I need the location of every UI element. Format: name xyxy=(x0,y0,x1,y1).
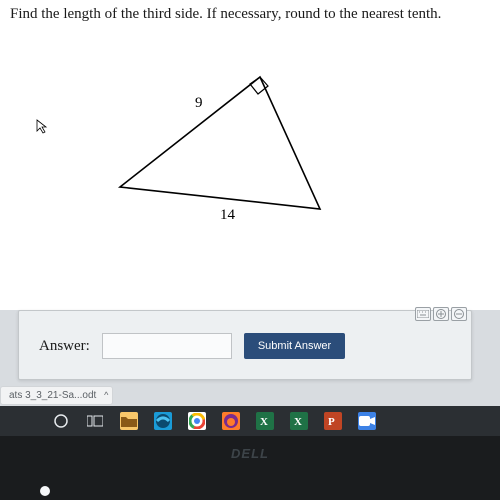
minus-icon[interactable] xyxy=(451,307,467,321)
file-explorer-icon[interactable] xyxy=(120,412,138,430)
plus-icon[interactable] xyxy=(433,307,449,321)
excel-icon[interactable]: X xyxy=(256,412,274,430)
zoom-icon[interactable] xyxy=(358,412,376,430)
edge-icon[interactable] xyxy=(154,412,172,430)
cursor-icon xyxy=(36,119,48,139)
excel-2-icon[interactable]: X xyxy=(290,412,308,430)
keyboard-icon[interactable] xyxy=(415,307,431,321)
diagram: 9 14 xyxy=(0,29,500,259)
svg-text:14: 14 xyxy=(220,207,236,223)
svg-text:9: 9 xyxy=(195,95,203,111)
download-chip[interactable]: ats 3_3_21-Sa...odt xyxy=(0,386,113,405)
home-indicator xyxy=(40,486,50,496)
submit-answer-button[interactable]: Submit Answer xyxy=(244,333,345,359)
download-filename: ats 3_3_21-Sa...odt xyxy=(9,390,96,401)
answer-panel-tools xyxy=(415,307,467,321)
task-view-icon[interactable] xyxy=(86,412,104,430)
firefox-icon[interactable] xyxy=(222,412,240,430)
cortana-circle-icon[interactable] xyxy=(52,412,70,430)
svg-text:P: P xyxy=(328,416,335,428)
answer-panel: Answer: Submit Answer xyxy=(18,310,472,380)
triangle-figure: 9 14 xyxy=(100,59,350,239)
svg-text:X: X xyxy=(294,416,302,428)
windows-taskbar: XXP xyxy=(0,406,500,436)
answer-label: Answer: xyxy=(39,338,90,355)
answer-input[interactable] xyxy=(102,333,232,359)
powerpoint-icon[interactable]: P xyxy=(324,412,342,430)
svg-text:X: X xyxy=(260,416,268,428)
question-text: Find the length of the third side. If ne… xyxy=(0,0,500,29)
chrome-icon[interactable] xyxy=(188,412,206,430)
question-area: Find the length of the third side. If ne… xyxy=(0,0,500,310)
dell-logo: DELL xyxy=(231,446,269,461)
